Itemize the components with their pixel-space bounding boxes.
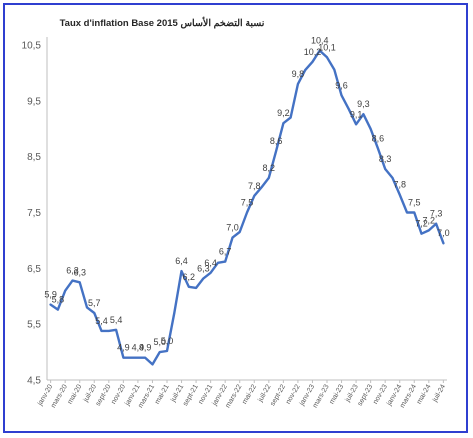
data-label: 6,2 <box>183 272 196 282</box>
data-label: 6,7 <box>219 247 232 257</box>
data-label: 5,0 <box>161 336 174 346</box>
data-label: 9,2 <box>277 108 290 118</box>
data-label: 7,2 <box>423 215 436 225</box>
y-tick-label: 9,5 <box>27 96 41 107</box>
y-tick-label: 5,5 <box>27 320 41 331</box>
y-tick-label: 6,5 <box>27 264 41 275</box>
data-label: 5,9 <box>44 290 57 300</box>
data-label: 9,3 <box>357 99 370 109</box>
data-label: 10,4 <box>311 36 329 46</box>
data-label: 6,4 <box>204 258 217 268</box>
data-label: 9,8 <box>292 69 305 79</box>
data-label: 7,3 <box>430 209 443 219</box>
data-label: 10,2 <box>304 47 322 57</box>
data-label: 7,5 <box>408 198 421 208</box>
x-tick-label: mai-21 <box>154 383 171 405</box>
series-line <box>49 49 445 366</box>
x-tick-label: juil-24 <box>431 383 447 404</box>
x-tick-label: mai-24 <box>416 383 433 405</box>
data-label: 7,0 <box>437 228 450 238</box>
data-labels: 5,95,86,36,35,75,4 5,44,9 4,94,95,05,06,46… <box>44 36 449 353</box>
data-label: 6,3 <box>197 263 210 273</box>
y-tick-label: 7,5 <box>27 208 41 219</box>
data-label: 5,4 <box>95 316 108 326</box>
series-inflation <box>49 49 445 366</box>
y-tick-label: 4,5 <box>27 376 41 387</box>
y-axis-ticks: 4,5 5,5 6,5 7,5 8,5 9,5 10,5 <box>22 41 42 387</box>
data-label: 9,6 <box>335 80 348 90</box>
data-label: 6,4 <box>175 256 188 266</box>
x-tick-label: mai-20 <box>67 383 84 405</box>
chart-axes <box>46 37 447 381</box>
chart-title: Taux d'inflation Base 2015 نسبة التضخم ا… <box>60 17 265 29</box>
data-label: 5,0 <box>153 337 166 347</box>
x-tick-label: mai-22 <box>241 383 258 405</box>
chart-frame <box>3 3 468 433</box>
data-label: 8,2 <box>263 163 276 173</box>
data-label: 8,6 <box>270 136 283 146</box>
data-label: 7,2 <box>415 219 428 229</box>
data-label: 5,4 <box>110 315 123 325</box>
data-label: 4,9 <box>117 343 130 353</box>
data-label: 7,8 <box>248 181 261 191</box>
data-label: 7,5 <box>241 198 254 208</box>
data-label: 6,3 <box>66 266 79 276</box>
data-label: 7,0 <box>226 223 239 233</box>
data-label: 4,9 <box>139 343 152 353</box>
x-tick-label: mai-23 <box>329 383 346 405</box>
data-label: 5,8 <box>52 295 65 305</box>
data-label: 6,3 <box>73 267 86 277</box>
data-label: 7,8 <box>393 180 406 190</box>
data-label: 5,7 <box>88 298 101 308</box>
data-label: 9,1 <box>350 109 363 119</box>
data-label: 8,6 <box>372 133 385 143</box>
data-label: 10,1 <box>318 42 336 52</box>
data-label: 8,3 <box>379 154 392 164</box>
y-tick-label: 8,5 <box>27 152 41 163</box>
data-label: 4,9 <box>132 343 145 353</box>
y-tick-label: 10,5 <box>22 41 42 52</box>
